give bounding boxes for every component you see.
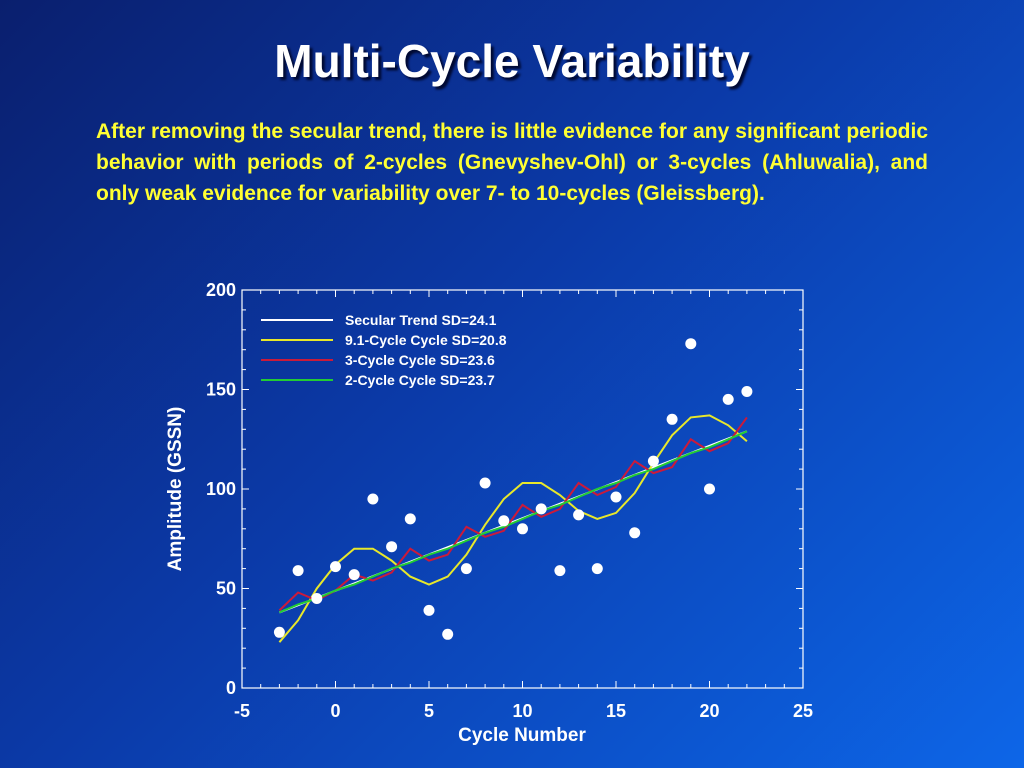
series-layer [278,414,748,643]
legend-label: 9.1-Cycle Cycle SD=20.8 [345,332,507,348]
plot-background [242,290,803,688]
data-point [330,561,341,573]
data-point [685,338,697,350]
y-tick-label: 150 [206,380,236,400]
legend-label: 3-Cycle Cycle SD=23.6 [345,352,495,368]
y-tick-label: 0 [226,678,236,698]
series-line-4 [279,430,748,614]
data-point [666,413,678,425]
x-tick-label: 20 [699,701,719,721]
y-tick-label: 200 [206,280,236,300]
data-point [573,509,585,521]
data-point [273,626,285,638]
slide-title: Multi-Cycle Variability [274,35,750,87]
data-point [554,565,566,577]
slide-body-text: After removing the secular trend, there … [96,120,928,205]
x-tick-label: 0 [330,701,340,721]
data-point [442,628,454,640]
plot-frame [241,289,804,689]
y-tick-label: 100 [206,479,236,499]
data-point [367,493,379,505]
ticks-layer: -5 0 5 10 15 20 25 0 50 100 150 200 [206,280,813,721]
x-axis-label: Cycle Number [458,725,586,746]
x-tick-label: 25 [793,701,813,721]
data-point [722,393,734,405]
x-tick-label: 15 [606,701,626,721]
data-point [591,563,603,575]
x-tick-label: 10 [512,701,532,721]
series-line-2 [278,414,748,643]
series-line-3 [278,416,748,612]
data-point [498,515,510,527]
y-tick-label: 50 [216,579,236,599]
data-point [348,569,360,581]
data-point [517,523,528,535]
data-point [741,386,753,397]
data-point [610,491,622,503]
data-point [479,477,491,489]
data-point [386,541,398,553]
legend: Secular Trend SD=24.1 9.1-Cycle Cycle SD=… [261,312,507,388]
y-axis-label: Amplitude (GSSN) [165,407,186,572]
data-point [535,503,547,515]
data-point [404,513,416,525]
data-point [460,563,472,575]
legend-label: Secular Trend SD=24.1 [345,312,497,328]
data-point [629,527,641,539]
legend-label: 2-Cycle Cycle SD=23.7 [345,372,495,388]
data-point [647,455,659,467]
data-point [292,565,304,577]
data-point [423,604,435,616]
data-point [311,593,323,604]
x-tick-label: 5 [424,701,434,721]
points-layer [273,338,753,640]
data-point [704,483,715,495]
x-tick-label: -5 [234,701,250,721]
